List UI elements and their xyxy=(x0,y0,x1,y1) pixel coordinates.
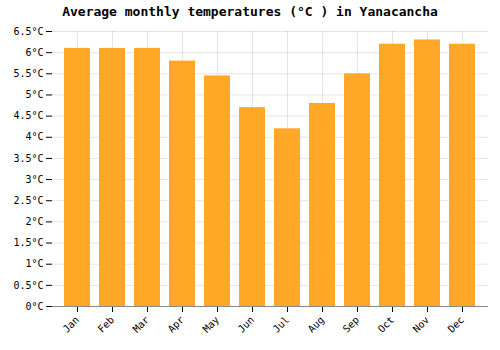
svg-text:3.5°C: 3.5°C xyxy=(13,153,43,164)
svg-text:1°C: 1°C xyxy=(25,258,43,269)
svg-text:Mar: Mar xyxy=(131,314,152,335)
svg-text:5.5°C: 5.5°C xyxy=(13,68,43,79)
svg-text:Jan: Jan xyxy=(61,314,82,335)
svg-text:0.5°C: 0.5°C xyxy=(13,280,43,291)
svg-text:Dec: Dec xyxy=(446,314,467,335)
svg-text:6°C: 6°C xyxy=(25,47,43,58)
svg-text:3°C: 3°C xyxy=(25,174,43,185)
svg-text:2°C: 2°C xyxy=(25,216,43,227)
svg-text:2.5°C: 2.5°C xyxy=(13,195,43,206)
svg-text:0°C: 0°C xyxy=(25,301,43,312)
svg-text:Nov: Nov xyxy=(411,314,432,335)
svg-text:6.5°C: 6.5°C xyxy=(13,26,43,37)
svg-text:Aug: Aug xyxy=(306,314,327,335)
svg-text:Sep: Sep xyxy=(341,314,362,335)
svg-text:4.5°C: 4.5°C xyxy=(13,110,43,121)
svg-text:May: May xyxy=(201,314,222,335)
svg-text:1.5°C: 1.5°C xyxy=(13,237,43,248)
svg-text:Jul: Jul xyxy=(271,314,292,335)
svg-text:5°C: 5°C xyxy=(25,89,43,100)
html-text:Average monthly temperatures (: Average monthly temperatures (°C ) in Ya… xyxy=(62,4,438,19)
svg-text:Feb: Feb xyxy=(96,314,117,335)
svg-text:Jun: Jun xyxy=(236,314,257,335)
svg-text:Apr: Apr xyxy=(166,314,187,335)
svg-text:Oct: Oct xyxy=(376,314,397,335)
svg-text:4°C: 4°C xyxy=(25,131,43,142)
